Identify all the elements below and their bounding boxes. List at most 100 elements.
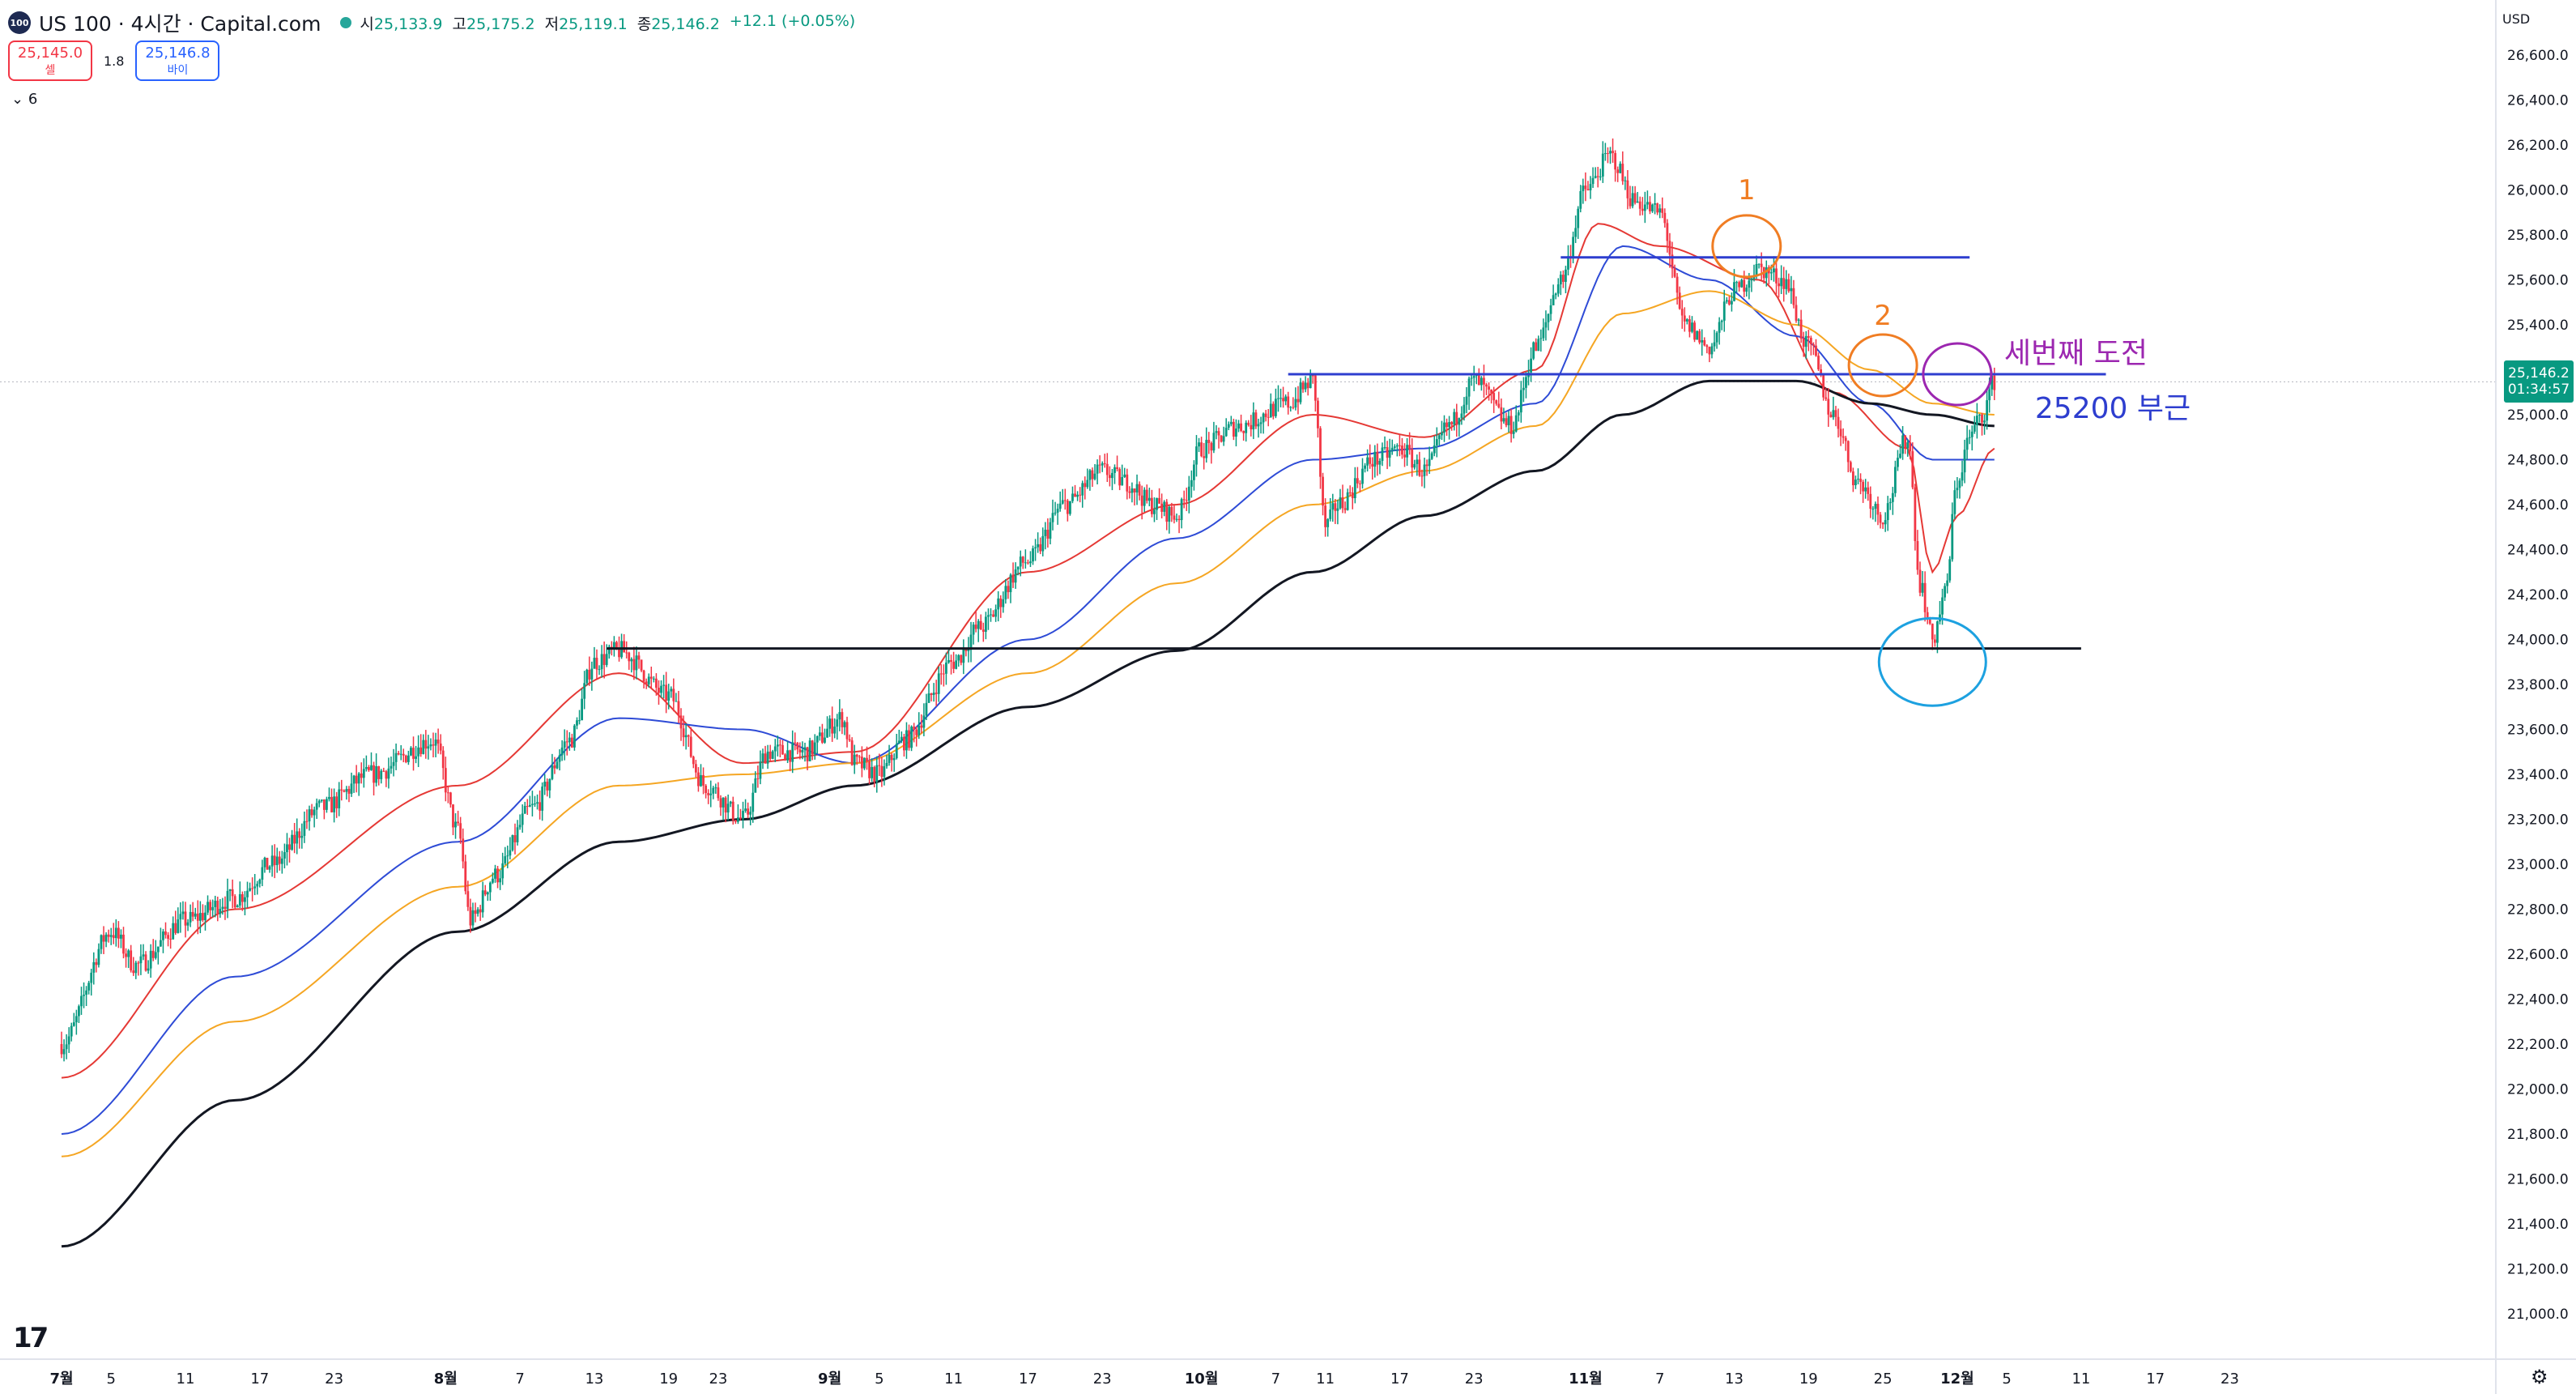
candle [1145,484,1148,504]
candle [1433,436,1436,457]
candle [560,740,564,761]
annotation-circles-layer[interactable] [1711,214,1993,707]
buy-button[interactable]: 25,146.8 바이 [135,40,220,81]
candle [1703,337,1706,347]
candle [1926,607,1929,625]
candle [1193,460,1195,491]
price-axis[interactable]: 21,000.0 21,200.0 21,400.0 21,600.0 21,800.0… [2495,0,2569,1394]
candle [828,715,831,737]
candle [317,799,321,808]
candle [910,725,913,752]
candle [246,881,249,908]
symbol-title[interactable]: US 100 · 4시간 · Capital.com [39,12,321,36]
candle [1542,318,1545,342]
candle [1722,289,1726,332]
candle [1745,284,1748,297]
candle [1011,562,1015,588]
candle [1517,410,1520,422]
candle [845,716,849,748]
candle [756,765,760,788]
candle [357,772,360,796]
candle [1187,475,1190,514]
candle [895,733,898,760]
candle [1054,501,1057,516]
tradingview-logo[interactable]: 17 [13,1322,49,1354]
candle [1450,420,1454,431]
candle [1773,256,1775,282]
candle [771,749,774,760]
x-tick-label: 17 [2146,1371,2165,1388]
candle [1250,415,1253,437]
candle [280,850,283,874]
candle [534,795,536,808]
candle [922,703,926,736]
candle [233,894,236,909]
candle [1859,473,1862,495]
candle [900,731,903,744]
candle [815,735,819,754]
candle [1495,399,1498,406]
x-tick-label: 19 [659,1371,678,1388]
trade-panel: 25,145.0 셀 1.8 25,146.8 바이 [8,40,220,81]
candle [394,743,398,770]
candle [446,786,449,804]
candle [939,664,943,685]
candle [1113,464,1116,484]
candle [1556,278,1560,297]
candle [352,774,356,793]
candle [1886,496,1889,531]
candle [927,683,930,703]
x-tick-label: 11 [2071,1371,2090,1388]
horizontal-lines-layer[interactable] [607,256,2106,650]
candle [1778,277,1780,298]
candle [308,805,311,831]
candle [1727,296,1731,306]
candle [1715,330,1718,349]
candle [625,641,628,659]
candle [871,758,874,782]
annotation-circle[interactable] [1711,214,1782,279]
gear-icon[interactable]: ⚙ [2531,1366,2548,1388]
candle [794,732,797,751]
candle [1673,264,1676,279]
candle [244,891,246,915]
candle [883,759,886,786]
candle [1512,421,1515,439]
candle [1390,439,1394,455]
candle [1198,437,1200,453]
candle [1271,401,1275,420]
candle [509,837,512,860]
candle [1348,485,1352,497]
candle [838,699,841,731]
candles-layer [60,138,1996,1062]
indicators-toggle[interactable]: ⌄ 6 [11,91,37,108]
candle [1289,406,1292,412]
sell-button[interactable]: 25,145.0 셀 [8,40,92,81]
candle [843,720,846,735]
candle [1844,436,1847,451]
candle [684,723,688,750]
candle [172,916,175,940]
annotation-circle[interactable] [1847,333,1918,398]
candle [326,796,328,813]
candle [1443,415,1446,442]
candle [984,612,987,640]
candle [1804,330,1807,360]
candle [658,680,660,706]
annotation-circle[interactable] [1877,616,1987,707]
annotation-circle[interactable] [1922,342,1993,407]
candle [1108,466,1111,487]
candle [256,880,259,895]
candle [1871,505,1875,520]
candle [1696,330,1698,340]
candle [492,872,494,885]
candle [1710,343,1714,359]
candle [875,756,879,793]
time-axis[interactable]: 7월 5 11 17 23 8월 7 13 19 23 9월 5 11 17 23 10월 7 11 17 23 11월… [0,1358,2576,1388]
candle [1505,412,1508,428]
candle [286,833,288,866]
candle [368,765,370,772]
currency-label[interactable]: USD [2502,11,2531,27]
candle [439,734,442,755]
